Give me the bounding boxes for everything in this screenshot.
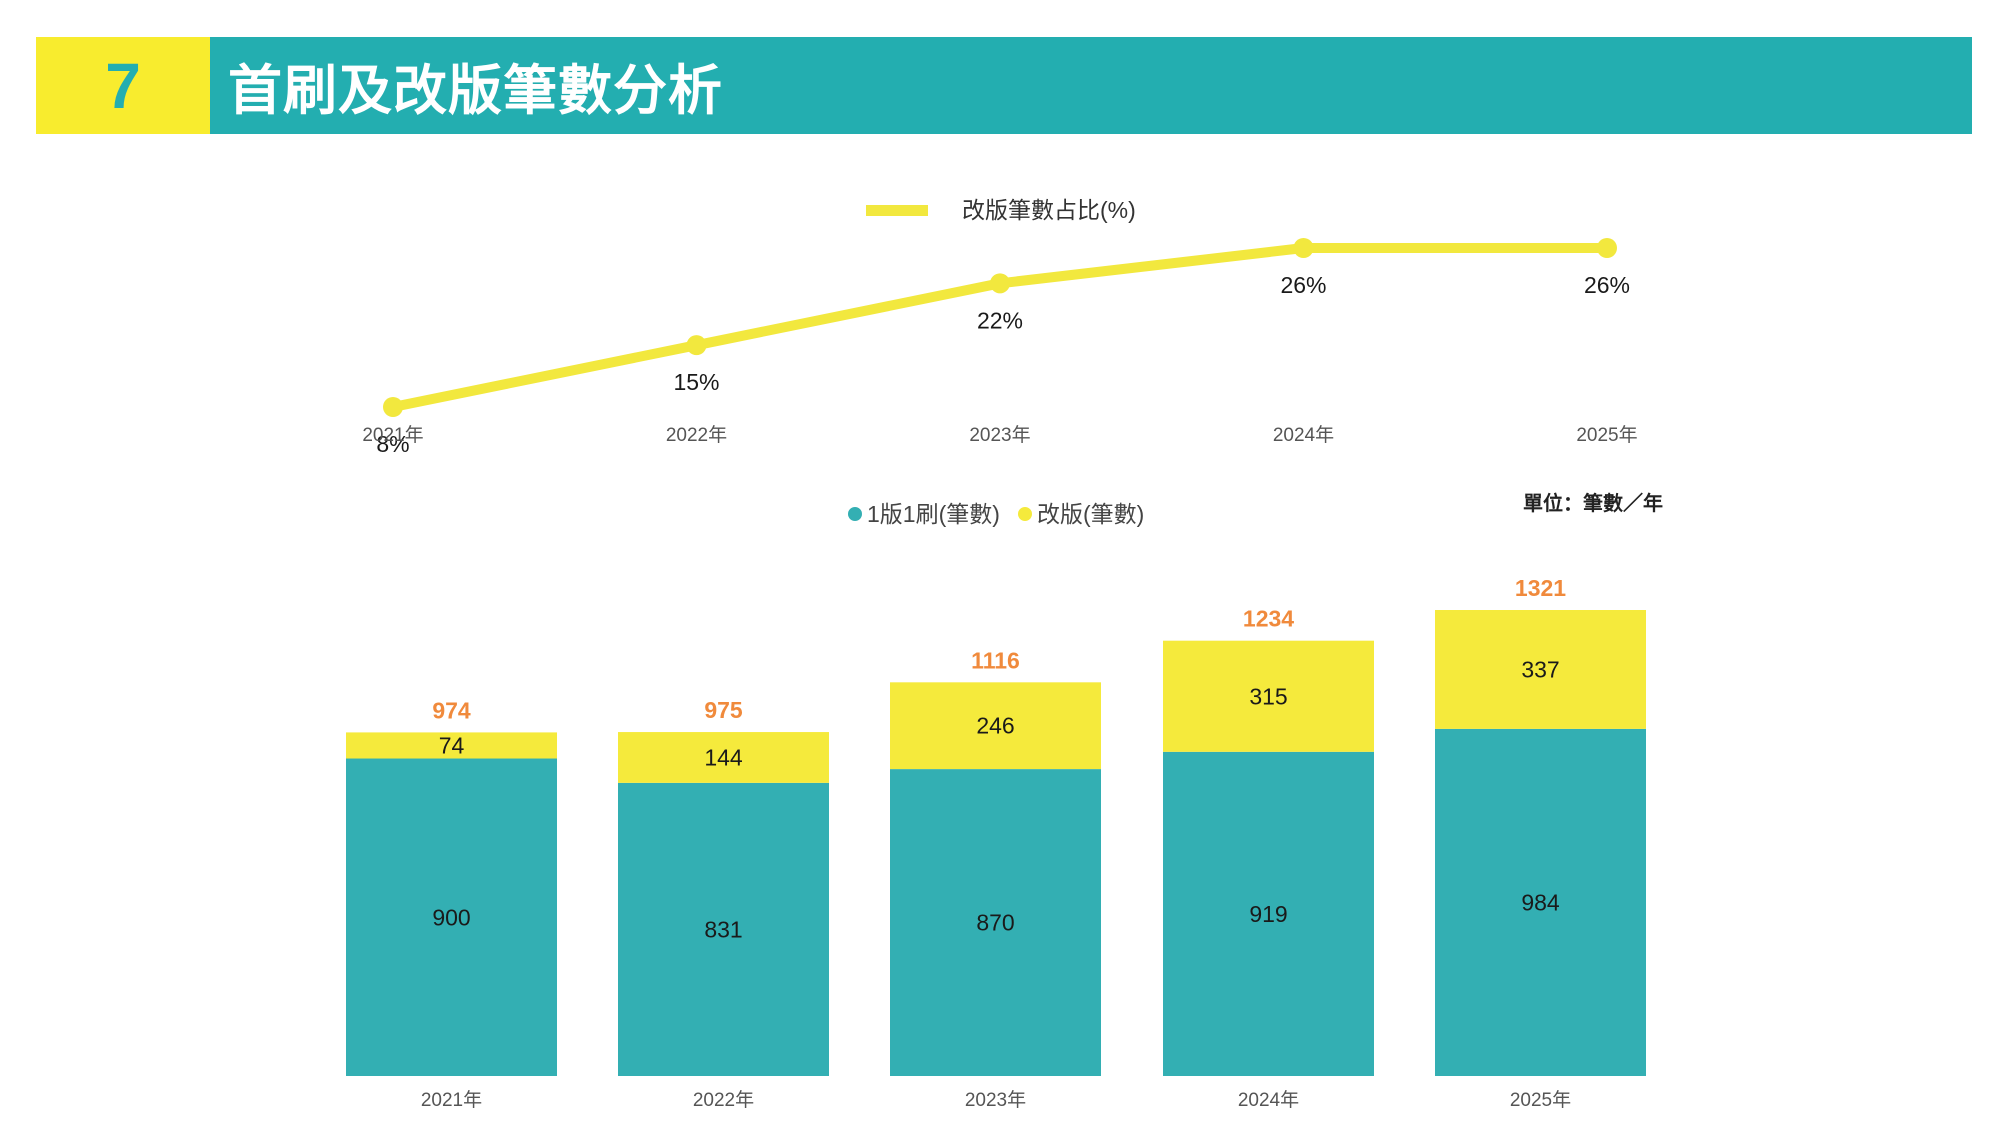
bar-legend: 1版1刷(筆數) 改版(筆數) <box>848 501 1144 527</box>
bar-total-label: 1234 <box>1243 606 1294 632</box>
bar-segment-revision <box>346 732 557 759</box>
bar-x-tick-label: 2021年 <box>421 1089 482 1111</box>
line-point <box>383 397 403 417</box>
bar-label-revision: 315 <box>1249 683 1287 709</box>
line-data-label: 26% <box>1280 272 1326 298</box>
bar-segment-revision <box>1163 640 1374 752</box>
line-data-label: 22% <box>977 307 1023 333</box>
legend-dot-first-print <box>848 507 862 521</box>
bar-segment-first-print <box>890 769 1101 1076</box>
bar-segment-revision <box>1435 610 1646 729</box>
bar-chart: 900 74 974 2021年 831 144 975 2022年 870 246 1116 202… <box>346 575 1646 1111</box>
bar-label-revision: 74 <box>439 732 465 758</box>
line-x-tick-label: 2021年 <box>362 424 423 446</box>
line-data-label: 8% <box>376 431 409 457</box>
legend-dot-revision <box>1018 507 1032 521</box>
line-x-tick-label: 2025年 <box>1576 424 1637 446</box>
bar-total-label: 974 <box>432 697 471 723</box>
bar-x-tick-label: 2024年 <box>1238 1089 1299 1111</box>
line-legend-label: 改版筆數占比(%) <box>962 197 1136 223</box>
line-legend: 改版筆數占比(%) <box>866 197 1136 223</box>
bar-segment-first-print <box>346 758 557 1076</box>
bar-label-revision: 246 <box>976 713 1014 739</box>
unit-note: 單位：筆數／年 <box>1523 491 1663 515</box>
bar-label-first-print: 984 <box>1521 889 1560 915</box>
line-data-label: 26% <box>1584 272 1630 298</box>
bar-x-tick-label: 2022年 <box>693 1089 754 1111</box>
bar-total-label: 975 <box>704 697 743 723</box>
bar-segment-first-print <box>618 782 829 1076</box>
section-number-box: 7 <box>36 37 210 134</box>
line-point <box>1597 238 1617 258</box>
legend-label-revision: 改版(筆數) <box>1037 501 1144 527</box>
line-point <box>1293 238 1314 258</box>
line-legend-swatch <box>866 205 928 216</box>
bar-label-revision: 337 <box>1521 656 1559 682</box>
line-point <box>686 335 707 356</box>
line-point <box>990 273 1010 294</box>
bar-x-tick-label: 2025年 <box>1510 1089 1571 1111</box>
line-chart: 8%2021年 15% 2022年 22% 2023年 26% 2024年 26% 2025年 <box>362 238 1638 457</box>
bar-total-label: 1321 <box>1515 575 1566 601</box>
bar-segment-revision <box>618 732 829 783</box>
legend-label-first-print: 1版1刷(筆數) <box>867 501 1000 527</box>
bar-label-first-print: 870 <box>976 910 1014 936</box>
bar-segment-revision <box>890 682 1101 770</box>
page-title: 首刷及改版筆數分析 <box>228 59 723 122</box>
section-number: 7 <box>105 49 141 122</box>
bar-label-first-print: 919 <box>1249 901 1287 927</box>
bar-total-label: 1116 <box>971 647 1020 673</box>
line-x-tick-label: 2022年 <box>666 424 727 446</box>
line-data-label: 15% <box>673 369 719 395</box>
line-x-tick-label: 2024年 <box>1273 424 1334 446</box>
bar-label-first-print: 900 <box>432 904 470 930</box>
bar-segment-first-print <box>1435 728 1646 1076</box>
bar-label-first-print: 831 <box>704 916 742 942</box>
header-band: 首刷及改版筆數分析 <box>210 37 1972 134</box>
bar-x-tick-label: 2023年 <box>965 1089 1026 1111</box>
bar-label-revision: 144 <box>704 744 743 770</box>
line-x-tick-label: 2023年 <box>969 424 1030 446</box>
bar-segment-first-print <box>1163 751 1374 1076</box>
